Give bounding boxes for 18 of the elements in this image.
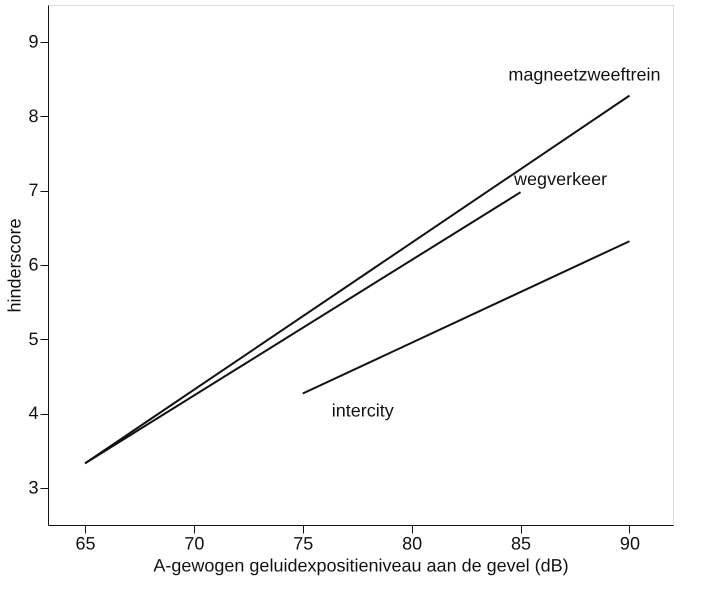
y-tick-label: 4 [28, 403, 38, 424]
x-tick-label: 85 [511, 534, 532, 554]
x-tick-label: 65 [76, 534, 96, 554]
y-tick-label: 3 [28, 477, 38, 498]
x-axis-title: A-gewogen geluidexpositieniveau aan de gevel (dB) [153, 556, 569, 576]
y-axis-title: hinderscore [4, 218, 24, 313]
y-tick-label: 7 [28, 180, 38, 200]
series-label: magneetzweeftrein [508, 64, 660, 85]
y-tick-label: 9 [28, 32, 38, 52]
series-label: intercity [332, 400, 394, 421]
series-label: wegverkeer [513, 169, 608, 190]
y-tick-label: 8 [28, 106, 38, 126]
x-tick-label: 80 [402, 534, 422, 554]
y-tick-label: 6 [28, 254, 38, 274]
y-tick-label: 5 [28, 328, 38, 349]
x-tick-label: 90 [620, 534, 640, 554]
x-tick-label: 70 [184, 534, 204, 554]
x-tick-label: 75 [293, 534, 314, 554]
